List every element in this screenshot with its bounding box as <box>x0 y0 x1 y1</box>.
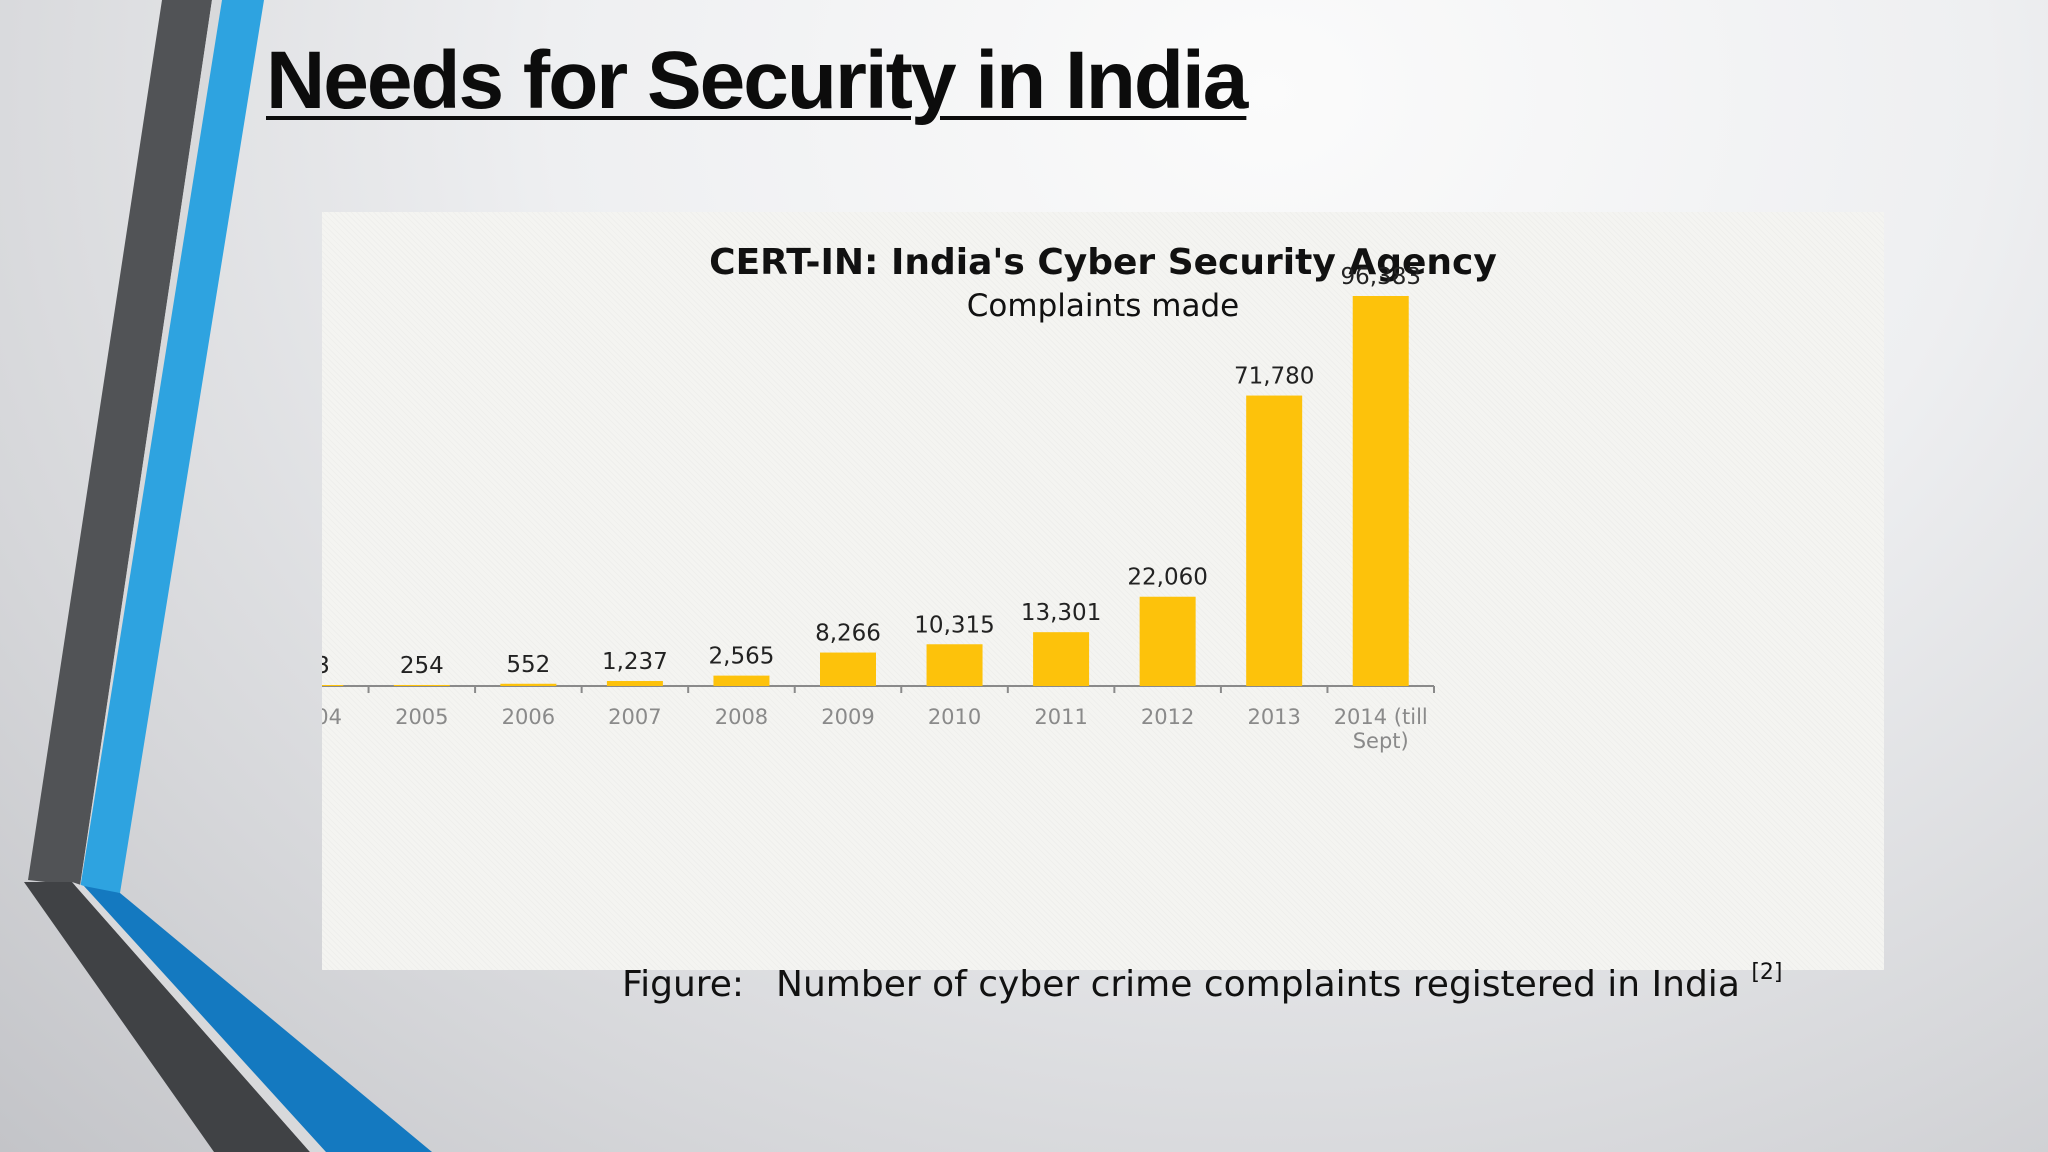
figure-caption: Figure: Number of cyber crime complaints … <box>622 960 1783 1005</box>
caption-text: Number of cyber crime complaints registe… <box>776 964 1740 1005</box>
decor-light-stripe <box>80 0 222 887</box>
x-tick-label: 2013 <box>1247 705 1300 729</box>
bar-value-label: 23 <box>322 653 330 679</box>
bar <box>500 683 557 686</box>
decor-light-lower <box>72 882 326 1152</box>
bar <box>926 644 983 686</box>
x-tick-label: 2008 <box>715 705 768 729</box>
bar-value-label: 71,780 <box>1234 364 1314 390</box>
caption-reference: [2] <box>1751 960 1783 985</box>
chart-image: CERT-IN: India's Cyber Security Agency C… <box>322 212 1884 970</box>
bar <box>713 675 770 686</box>
bar <box>606 680 663 686</box>
decor-blue-lower <box>84 886 432 1152</box>
chart-subtitle: Complaints made <box>966 288 1240 324</box>
x-tick-label: 2014 (till Sept) <box>1334 705 1428 753</box>
slide-title: Needs for Security in India <box>266 35 1248 126</box>
bar <box>393 684 450 686</box>
x-tick-label: 2010 <box>928 705 981 729</box>
bar-value-label: 13,301 <box>1021 600 1101 626</box>
bar <box>1352 296 1409 686</box>
bar <box>1139 596 1196 686</box>
bar-value-label: 552 <box>506 652 550 678</box>
bar-chart: 23 2004 254 2005 552 2006 1,237 2007 2,565 2008 8,… <box>322 264 1435 753</box>
x-tick-label: 2012 <box>1141 705 1194 729</box>
caption-prefix: Figure: <box>622 964 745 1005</box>
bar <box>820 652 876 686</box>
x-tick-label: 2011 <box>1034 705 1087 729</box>
decor-dark-lower <box>24 882 310 1152</box>
bar-value-label: 8,266 <box>815 621 881 647</box>
x-tick-label: 2005 <box>395 705 448 729</box>
bar <box>1033 632 1090 686</box>
bar <box>1246 395 1303 686</box>
chart-title: CERT-IN: India's Cyber Security Agency <box>709 242 1497 283</box>
bar-value-label: 96,383 <box>1340 264 1420 290</box>
bar-value-label: 10,315 <box>914 612 994 638</box>
x-tick-label: 2007 <box>608 705 661 729</box>
bar-value-label: 254 <box>400 653 444 679</box>
bar-value-label: 2,565 <box>709 644 775 670</box>
decor-blue-bar <box>80 0 264 893</box>
x-tick-label: 2004 <box>322 705 342 729</box>
x-tick-label: 2006 <box>502 705 555 729</box>
bar <box>322 685 344 686</box>
decor-dark-bar <box>28 0 212 886</box>
x-tick-label: 2009 <box>821 705 874 729</box>
bar-value-label: 22,060 <box>1127 565 1207 591</box>
bar-value-label: 1,237 <box>602 649 668 675</box>
